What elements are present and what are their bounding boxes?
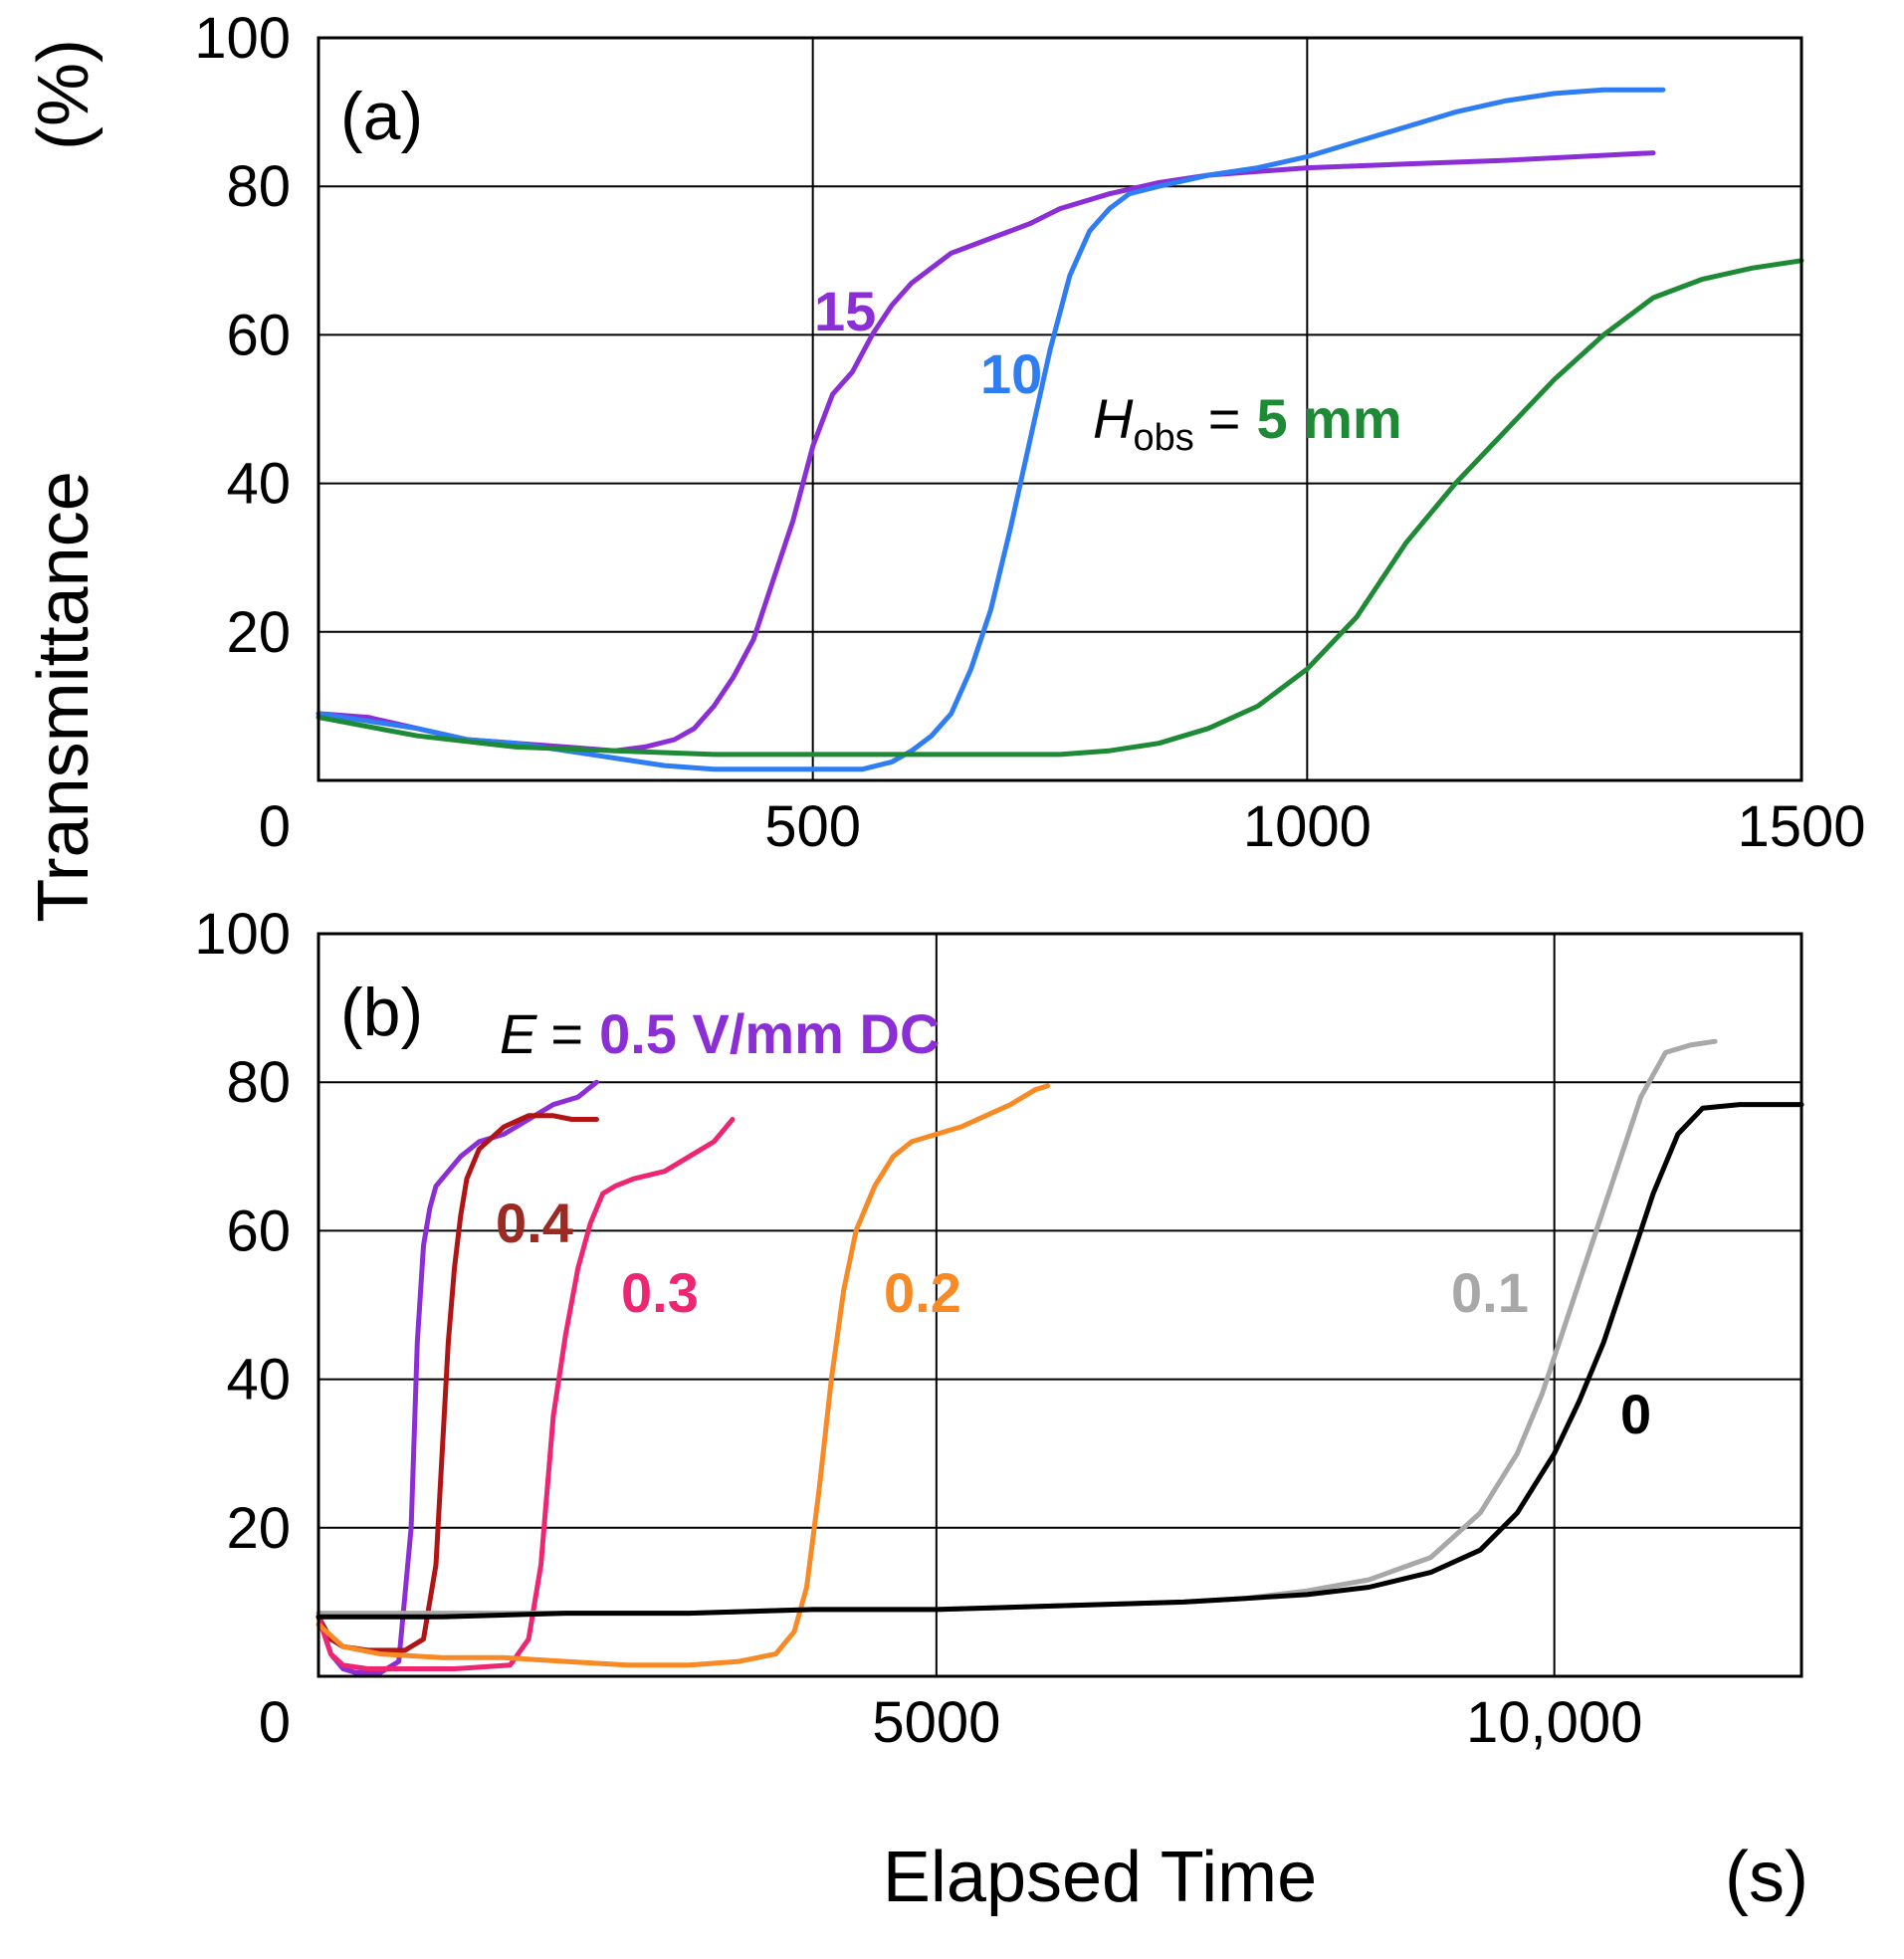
- panel-a-ytick-label: 100: [194, 6, 291, 71]
- panel-b-series-0-5-V-mm-DC: [316, 1079, 599, 1675]
- y-axis-unit: (%): [24, 39, 104, 150]
- panel-b-label: (b): [340, 975, 423, 1050]
- panel-b-series-0-3: [316, 1117, 736, 1671]
- hobs-symbol: H: [1093, 387, 1134, 450]
- panel-a-series-5-mm: [316, 258, 1804, 758]
- efield-equals: =: [550, 1002, 583, 1065]
- panel-b-series-0: [316, 1102, 1804, 1620]
- panel-b-ytick-label: 60: [226, 1198, 291, 1263]
- panel-b-frame: [317, 932, 1803, 1678]
- panel-a-series: [316, 87, 1804, 772]
- panel-b-series-0-2: [316, 1083, 1051, 1668]
- panel-a-gridlines: [317, 37, 1802, 780]
- panel-b-ytick-label: 80: [226, 1050, 291, 1115]
- panel-b-tick-labels: 20 40 60 80 100 0 5000 10,000: [194, 902, 1642, 1755]
- panel-a-ytick-label: 80: [226, 154, 291, 219]
- panel-a-xtick-label: 500: [764, 794, 861, 859]
- panel-a-xtick-label: 0: [259, 794, 291, 859]
- panel-a-xtick-label: 1500: [1737, 794, 1865, 859]
- hobs-subscript: obs: [1133, 417, 1193, 459]
- panel-b-xtick-label: 5000: [872, 1690, 1000, 1755]
- panel-a-ytick-label: 20: [226, 600, 291, 665]
- panel-b-chart: 20 40 60 80 100 0 5000 10,000 (b) E = 0.5 V/mm DC…: [194, 902, 1804, 1755]
- panel-b-series: [316, 1038, 1804, 1675]
- panel-b-ytick-label: 100: [194, 902, 291, 967]
- panel-a-series-10: [316, 87, 1666, 772]
- panel-b-ytick-label: 20: [226, 1496, 291, 1561]
- y-axis-title: Transmittance: [24, 471, 104, 922]
- label-05: 0.5 V/mm DC: [599, 1002, 940, 1065]
- panel-b-ytick-label: 40: [226, 1348, 291, 1413]
- label-04: 0.4: [496, 1192, 573, 1254]
- x-axis-unit: (s): [1725, 1838, 1808, 1917]
- label-02: 0.2: [884, 1261, 961, 1324]
- label-03: 0.3: [621, 1261, 699, 1324]
- efield-annotation: E = 0.5 V/mm DC: [500, 1002, 940, 1065]
- panel-b-xtick-label: 0: [259, 1690, 291, 1755]
- label-01: 0.1: [1451, 1261, 1529, 1324]
- label-0: 0: [1620, 1383, 1651, 1445]
- panel-a-frame: [317, 36, 1803, 782]
- panel-a-ytick-label: 60: [226, 303, 291, 367]
- x-axis-title: Elapsed Time: [883, 1838, 1317, 1917]
- panel-a-series-15: [316, 150, 1656, 754]
- hobs-annotation: Hobs = 5 mm: [1093, 387, 1402, 459]
- panel-b-xtick-label: 10,000: [1466, 1690, 1642, 1755]
- efield-symbol: E: [500, 1002, 537, 1065]
- hobs-equals: =: [1208, 387, 1241, 450]
- label-15: 15: [814, 280, 876, 342]
- panel-a-label: (a): [340, 79, 423, 154]
- label-10: 10: [980, 342, 1042, 405]
- label-5mm: 5 mm: [1256, 387, 1401, 450]
- panel-a-ytick-label: 40: [226, 452, 291, 517]
- panel-a-xtick-label: 1000: [1243, 794, 1372, 859]
